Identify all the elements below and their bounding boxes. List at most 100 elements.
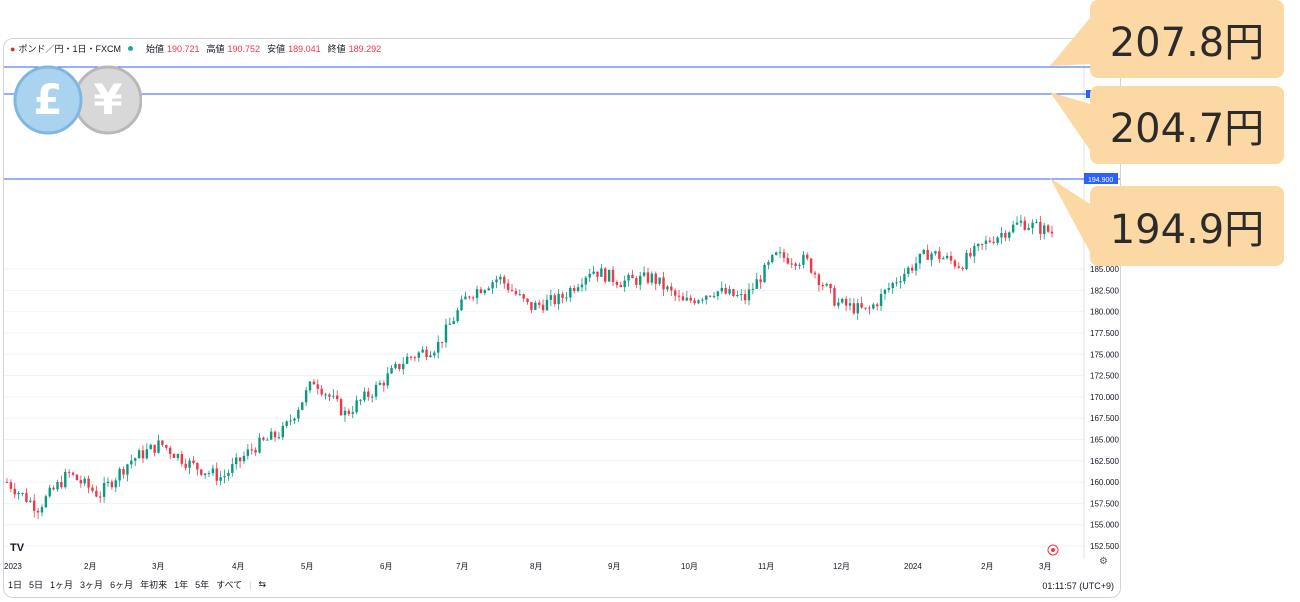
high-label: 高値 <box>206 44 225 54</box>
candle-body <box>996 237 999 243</box>
candle-body <box>1015 222 1019 225</box>
candle-body <box>654 273 657 284</box>
candle-body <box>250 449 253 451</box>
candle-body <box>569 287 572 298</box>
candle-body <box>25 492 28 502</box>
candle-body <box>1031 222 1034 229</box>
symbol-label[interactable]: ポンド／円・1日・FXCM <box>18 44 121 54</box>
x-tick-label: 8月 <box>530 562 542 571</box>
candle-body <box>1027 228 1030 230</box>
pound-coin <box>13 65 83 135</box>
candle-body <box>29 500 32 502</box>
candle-body <box>328 394 331 397</box>
candle-body <box>642 272 646 276</box>
range-button-5[interactable]: 年初来 <box>140 580 168 590</box>
candle-body <box>899 281 902 283</box>
candle-body <box>852 303 856 314</box>
candle-body <box>417 352 420 358</box>
candle-body <box>126 464 129 475</box>
candle-body <box>157 440 160 453</box>
candle-body <box>549 295 553 300</box>
range-button-3[interactable]: 3ヶ月 <box>80 580 104 590</box>
range-button-8[interactable]: すべて <box>216 580 243 590</box>
candle-body <box>145 449 149 459</box>
candle-body <box>872 304 875 309</box>
candle-body <box>382 382 386 386</box>
range-button-1[interactable]: 5日 <box>29 580 44 590</box>
low-label: 安値 <box>267 44 286 54</box>
candle-body <box>409 356 413 358</box>
candle-body <box>875 304 879 306</box>
candle-body <box>332 395 335 397</box>
candle-body <box>666 286 669 290</box>
candle-body <box>759 279 762 283</box>
candle-body <box>1019 220 1023 223</box>
candle-body <box>856 303 859 314</box>
candle-body <box>99 496 102 498</box>
candle-body <box>378 382 382 385</box>
open-value: 190.721 <box>166 43 200 54</box>
candle-body <box>351 412 354 414</box>
candle-body <box>487 288 490 291</box>
candle-body <box>903 273 906 282</box>
candle-body <box>363 391 366 400</box>
candle-body <box>456 310 459 322</box>
range-button-0[interactable]: 1日 <box>8 580 23 590</box>
candle-body <box>553 295 556 305</box>
candle-body <box>740 294 743 296</box>
candle-body <box>522 294 525 299</box>
price-callout-1: 204.7円 <box>1090 86 1284 164</box>
y-tick-label: 152.500 <box>1090 542 1119 551</box>
candle-body <box>705 295 708 300</box>
candle-body <box>786 257 790 264</box>
settings-icon[interactable]: ⚙ <box>1099 556 1108 567</box>
candle-body <box>258 437 261 453</box>
candle-body <box>168 447 172 455</box>
candle-body <box>118 468 121 481</box>
candle-body <box>386 373 389 386</box>
price-tag <box>1084 173 1118 184</box>
candle-body <box>755 279 758 289</box>
candle-body <box>460 299 463 311</box>
candle-body <box>910 267 914 271</box>
candle-body <box>724 287 727 294</box>
candle-body <box>405 356 409 364</box>
candle-body <box>87 478 90 488</box>
goto-realtime-icon[interactable] <box>1047 544 1059 556</box>
candle-body <box>211 468 215 474</box>
candle-body <box>137 450 141 459</box>
y-tick-label: 180.000 <box>1090 308 1119 317</box>
range-button-6[interactable]: 1年 <box>174 580 189 590</box>
candle-body <box>495 279 498 283</box>
compare-icon[interactable]: ⇆ <box>258 579 267 589</box>
candle-body <box>883 289 887 294</box>
range-button-2[interactable]: 1ヶ月 <box>50 580 74 590</box>
candle-body <box>565 297 568 299</box>
price-chart[interactable]: 152.500 155.000 157.500 160.000 162.500 165.0… <box>4 39 1120 579</box>
candle-body <box>895 282 898 284</box>
candle-body <box>359 399 362 401</box>
candle-body <box>172 454 176 458</box>
low-value: 189.041 <box>288 43 321 54</box>
candle-body <box>17 493 20 495</box>
candle-body <box>743 294 747 301</box>
candle-body <box>646 272 650 283</box>
x-tick-label: 2月 <box>981 562 993 571</box>
candle-body <box>1011 224 1015 233</box>
candle-body <box>141 450 145 459</box>
candle-body <box>607 269 611 282</box>
candle-body <box>130 460 133 465</box>
candle-body <box>1039 222 1042 235</box>
candle-body <box>604 268 607 282</box>
candle-body <box>32 500 36 511</box>
candle-body <box>930 253 933 260</box>
y-tick-label: 155.000 <box>1090 521 1119 530</box>
range-button-4[interactable]: 6ヶ月 <box>110 580 134 590</box>
candle-body <box>588 273 591 278</box>
x-tick-label: 11月 <box>758 562 774 571</box>
tradingview-logo[interactable]: TV <box>10 542 25 554</box>
range-button-7[interactable]: 5年 <box>195 580 210 590</box>
candle-body <box>623 280 626 288</box>
y-tick-label: 172.500 <box>1090 372 1119 381</box>
candle-body <box>44 496 48 508</box>
